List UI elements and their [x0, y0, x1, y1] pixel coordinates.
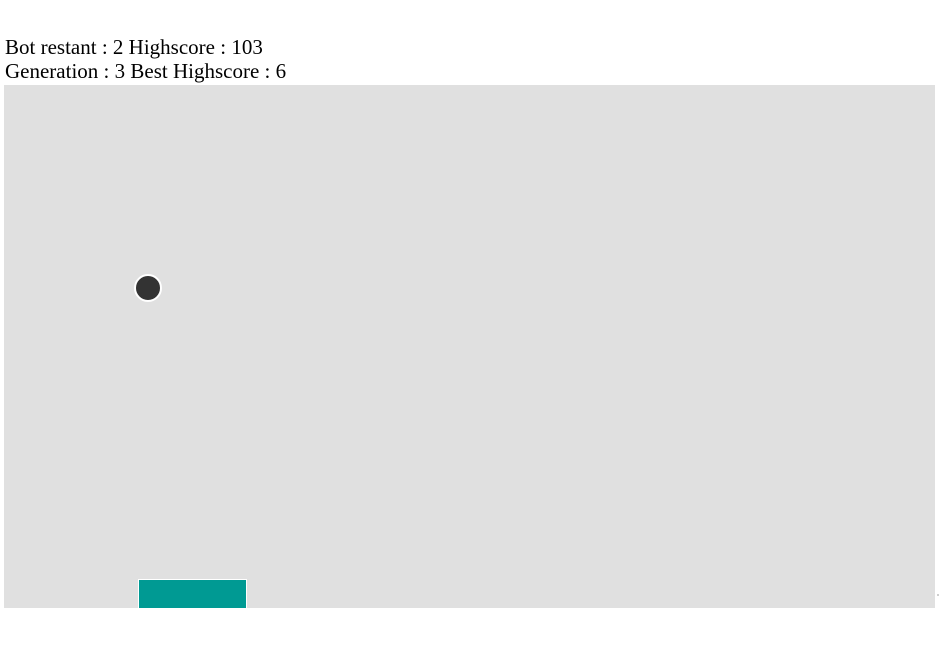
edge-marker	[937, 594, 939, 596]
generation-label: Generation :	[5, 59, 110, 83]
score-panel: Bot restant : 2 Highscore : 103 Generati…	[5, 35, 286, 83]
hud-line-generation: Generation : 3 Best Highscore : 6	[5, 59, 286, 83]
hud-line-bots: Bot restant : 2 Highscore : 103	[5, 35, 286, 59]
game-canvas[interactable]	[4, 85, 935, 608]
bot-restant-value: 2	[112, 35, 124, 59]
highscore-label: Highscore :	[128, 35, 227, 59]
paddle	[138, 579, 247, 608]
best-highscore-value: 6	[275, 59, 287, 83]
bot-restant-label: Bot restant :	[5, 35, 108, 59]
generation-value: 3	[114, 59, 126, 83]
highscore-value: 103	[231, 35, 263, 59]
ball	[134, 274, 162, 302]
best-highscore-label: Best Highscore :	[130, 59, 271, 83]
